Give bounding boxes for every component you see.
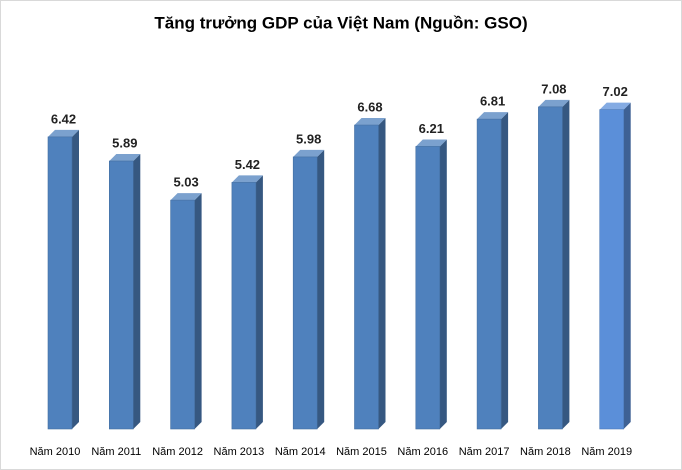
bar bbox=[170, 199, 195, 430]
bar bbox=[415, 146, 441, 430]
bar-top bbox=[231, 175, 263, 183]
chart-title: Tăng trưởng GDP của Việt Nam (Nguồn: GSO… bbox=[154, 13, 527, 32]
x-tick-label: Năm 2011 bbox=[91, 446, 141, 458]
bar-side bbox=[501, 112, 509, 430]
bar-side bbox=[562, 99, 570, 430]
bar-top bbox=[48, 129, 79, 137]
value-label: 5.03 bbox=[173, 175, 198, 190]
x-tick-label: Năm 2014 bbox=[275, 446, 326, 458]
value-label: 5.89 bbox=[112, 135, 137, 150]
bar-top bbox=[170, 193, 202, 201]
bar-side bbox=[255, 175, 263, 429]
bar-top bbox=[109, 154, 141, 162]
x-tick-label: Năm 2010 bbox=[30, 446, 81, 458]
value-label: 7.08 bbox=[541, 81, 566, 96]
bar bbox=[354, 124, 379, 430]
bar-side bbox=[439, 139, 447, 429]
bar-top bbox=[415, 139, 447, 147]
x-tick-label: Năm 2017 bbox=[459, 446, 510, 458]
bar bbox=[109, 160, 134, 430]
bar bbox=[292, 156, 318, 430]
bar-side bbox=[133, 154, 141, 429]
bar-side bbox=[194, 193, 202, 429]
bar-top bbox=[599, 102, 631, 110]
value-label: 6.42 bbox=[51, 111, 76, 126]
value-label: 7.02 bbox=[603, 84, 628, 99]
bar-top bbox=[538, 99, 570, 107]
x-tick-label: Năm 2015 bbox=[336, 446, 387, 458]
bar-top bbox=[354, 118, 386, 126]
bar-side bbox=[72, 129, 79, 429]
value-label: 6.68 bbox=[357, 99, 382, 114]
bar bbox=[476, 118, 502, 430]
x-tick-label: Năm 2013 bbox=[214, 446, 265, 458]
bar bbox=[599, 109, 625, 430]
x-tick-label: Năm 2019 bbox=[581, 446, 632, 458]
x-tick-label: Năm 2016 bbox=[397, 446, 448, 458]
value-label: 6.21 bbox=[419, 121, 444, 136]
value-label: 5.42 bbox=[235, 157, 260, 172]
bar-top bbox=[477, 112, 509, 120]
bar bbox=[538, 106, 563, 430]
bar-side bbox=[623, 102, 631, 429]
value-label: 5.98 bbox=[296, 131, 321, 146]
bar-side bbox=[378, 118, 386, 429]
bar-top bbox=[293, 149, 325, 157]
x-tick-label: Năm 2018 bbox=[520, 446, 571, 458]
bar-side bbox=[317, 149, 325, 429]
bar bbox=[47, 136, 73, 430]
x-tick-label: Năm 2012 bbox=[152, 446, 203, 458]
bar bbox=[231, 182, 257, 430]
value-label: 6.81 bbox=[480, 94, 505, 109]
